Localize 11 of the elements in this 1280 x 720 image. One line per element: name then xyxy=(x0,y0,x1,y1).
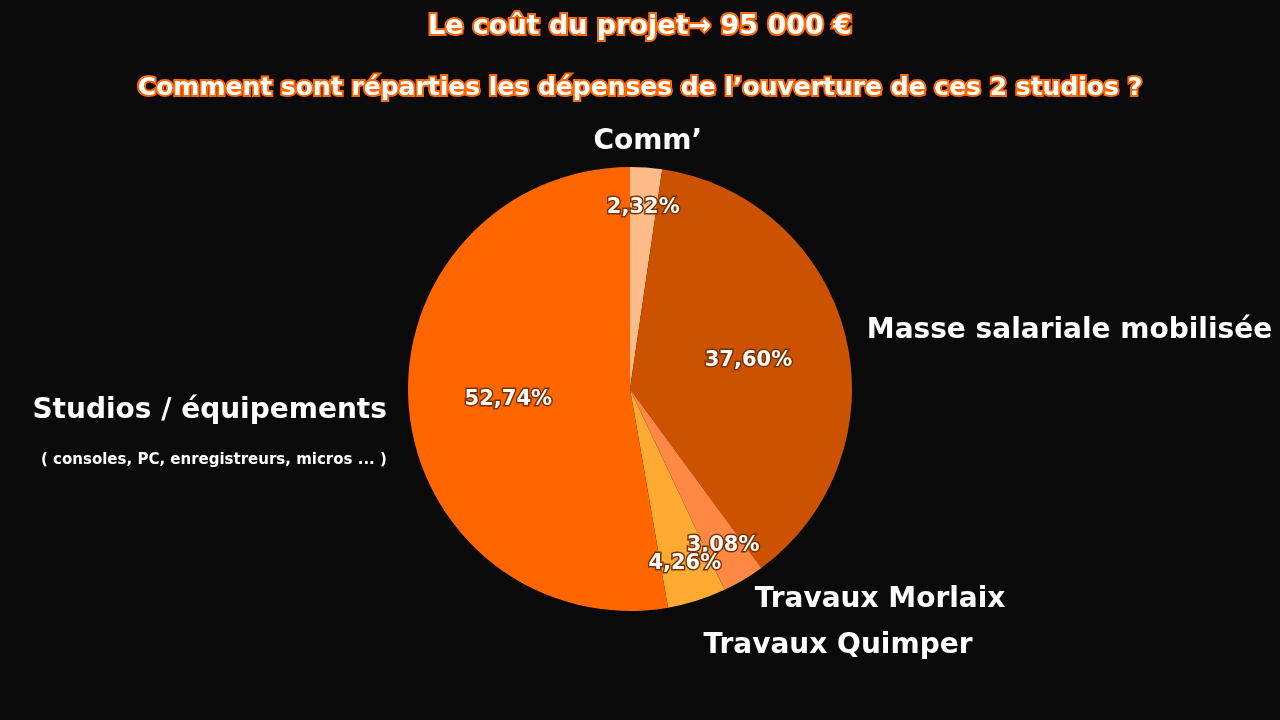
data-label: 52,74% xyxy=(464,386,553,411)
data-label: 37,60% xyxy=(704,346,793,371)
chart-subtitle: Comment sont réparties les dépenses de l’ouverture de ces 2 studios ? xyxy=(137,72,1143,101)
data-label: 2,32% xyxy=(606,194,680,219)
slice-label: Studios / équipements xyxy=(32,391,387,425)
slice-label: Travaux Morlaix xyxy=(754,580,1006,614)
slice-label: Masse salariale mobilisée xyxy=(866,312,1273,346)
text: ( consoles, PC, enregistreurs, micros ... ) xyxy=(41,450,387,469)
slice-label: Travaux Quimper xyxy=(703,626,973,660)
chart-title: Le coût du projet→ 95 000 € xyxy=(427,8,853,40)
slice-label: Comm’ xyxy=(593,123,703,156)
